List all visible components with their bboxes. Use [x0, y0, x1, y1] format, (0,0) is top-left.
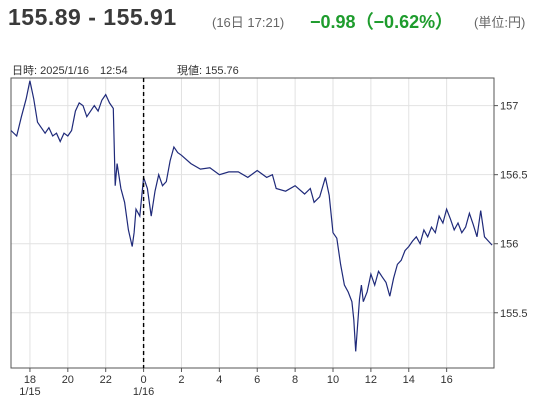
y-tick-label: 156.5	[500, 170, 528, 182]
x-axis-ticks: 18 20 22 0 2 4 6 8 10 12 14 16 1/15 1/16	[19, 368, 453, 398]
x-date-label: 1/16	[133, 386, 154, 398]
price-series-line	[10, 80, 493, 352]
y-tick-label: 157	[500, 101, 518, 113]
y-axis-ticks: 157 156.5 156 155.5	[494, 101, 528, 320]
x-tick-label: 16	[441, 374, 453, 386]
quote-timestamp: (16日 17:21)	[212, 15, 285, 30]
cursor-datetime: 日時: 2025/1/16 12:54	[12, 65, 128, 77]
x-tick-label: 6	[254, 374, 260, 386]
plot-frame	[10, 77, 495, 369]
x-tick-label: 2	[178, 374, 184, 386]
cursor-price: 現値: 155.76	[177, 65, 239, 77]
x-date-label: 1/15	[19, 386, 40, 398]
x-tick-label: 20	[62, 374, 74, 386]
x-tick-label: 18	[24, 374, 36, 386]
bid-ask-price: 155.89 - 155.91	[8, 4, 177, 30]
price-change: −0.98（−0.62%）	[310, 12, 454, 32]
grid-lines	[11, 78, 494, 368]
x-tick-label: 4	[216, 374, 222, 386]
quote-header: 155.89 - 155.91 (16日 17:21) −0.98（−0.62%…	[0, 0, 544, 40]
x-tick-label: 14	[403, 374, 415, 386]
y-tick-label: 156	[500, 239, 518, 251]
x-tick-label: 0	[141, 374, 147, 386]
x-tick-label: 10	[327, 374, 339, 386]
x-tick-label: 22	[100, 374, 112, 386]
x-tick-label: 8	[292, 374, 298, 386]
unit-label: (単位:円)	[474, 15, 526, 30]
x-tick-label: 12	[365, 374, 377, 386]
y-tick-label: 155.5	[500, 308, 528, 320]
